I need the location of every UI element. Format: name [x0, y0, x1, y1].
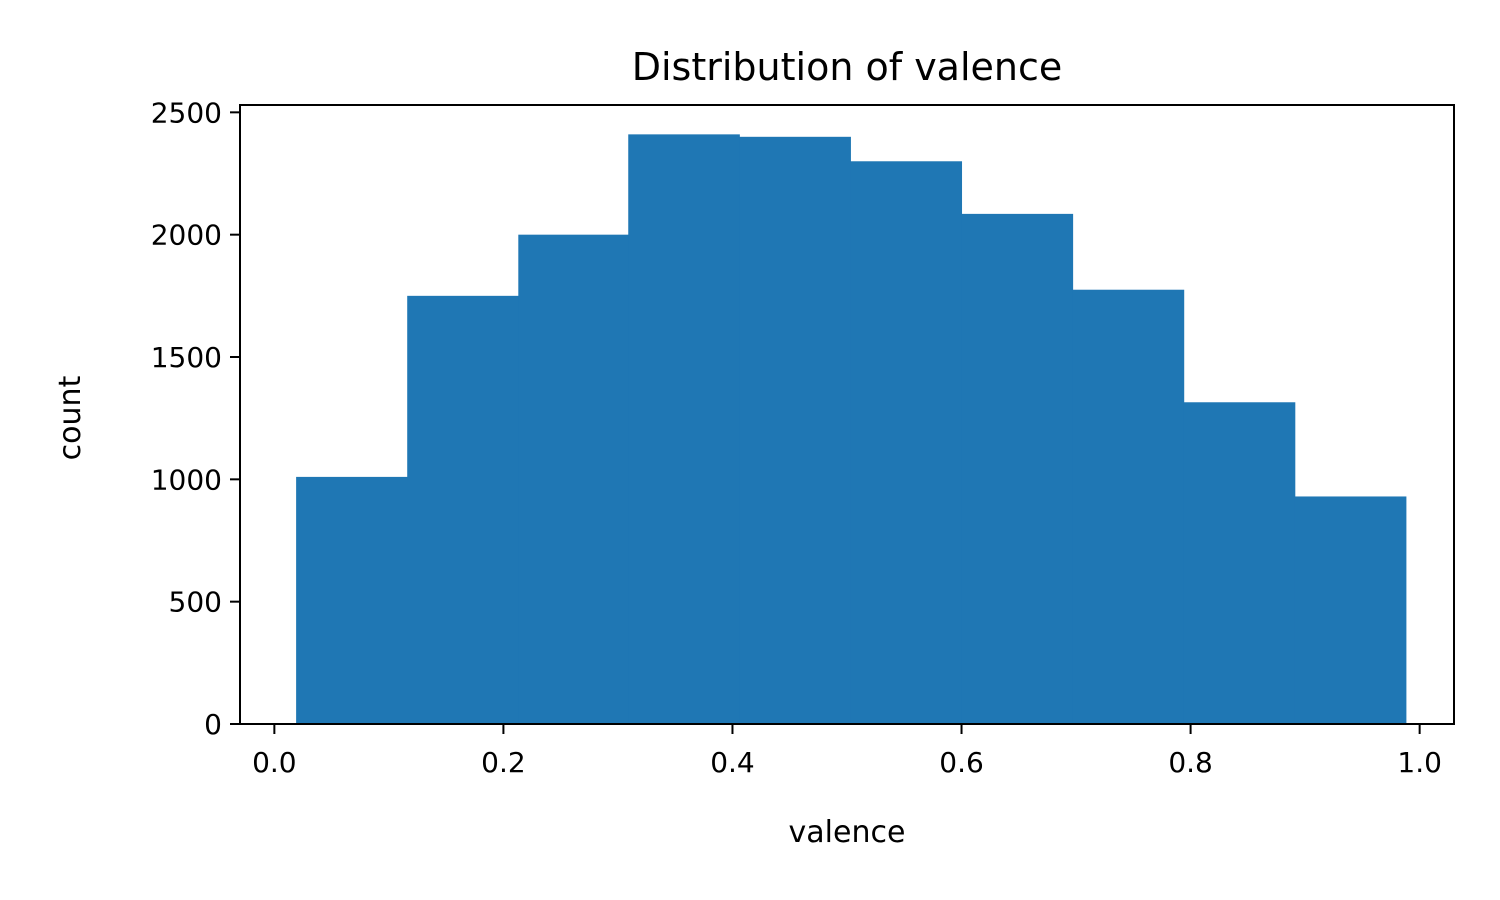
x-tick-label: 1.0	[1397, 746, 1442, 779]
histogram-bar	[961, 213, 1074, 724]
y-tick-label: 1500	[151, 341, 222, 374]
x-tick-label: 0.4	[710, 746, 755, 779]
y-axis: 0 500 1000 1500 2000 2500	[151, 96, 240, 741]
x-axis-title: valence	[789, 815, 906, 850]
x-tick-label: 0.6	[939, 746, 984, 779]
bars-group	[296, 134, 1407, 725]
histogram-bar	[850, 161, 963, 725]
y-tick-label: 1000	[151, 463, 222, 496]
plot-frame	[239, 104, 1455, 725]
y-axis-title: count	[53, 375, 88, 460]
y-tick-label: 2000	[151, 219, 222, 252]
y-tick-label: 0	[204, 708, 222, 741]
histogram-bar	[1072, 289, 1185, 724]
histogram-bar	[739, 136, 851, 724]
histogram-bar	[518, 234, 629, 724]
histogram-bar	[1294, 496, 1407, 724]
x-tick-label: 0.0	[252, 746, 297, 779]
x-tick-label: 0.8	[1168, 746, 1213, 779]
x-tick-label: 0.2	[481, 746, 526, 779]
histogram-bar	[1183, 402, 1296, 724]
chart-title: Distribution of valence	[632, 45, 1063, 89]
x-axis: 0.0 0.2 0.4 0.6 0.8 1.0	[252, 724, 1442, 779]
histogram-bar	[628, 134, 740, 724]
y-tick-label: 500	[169, 586, 222, 619]
histogram-bar	[407, 295, 519, 724]
y-tick-label: 2500	[151, 96, 222, 129]
histogram-bar	[296, 476, 408, 724]
